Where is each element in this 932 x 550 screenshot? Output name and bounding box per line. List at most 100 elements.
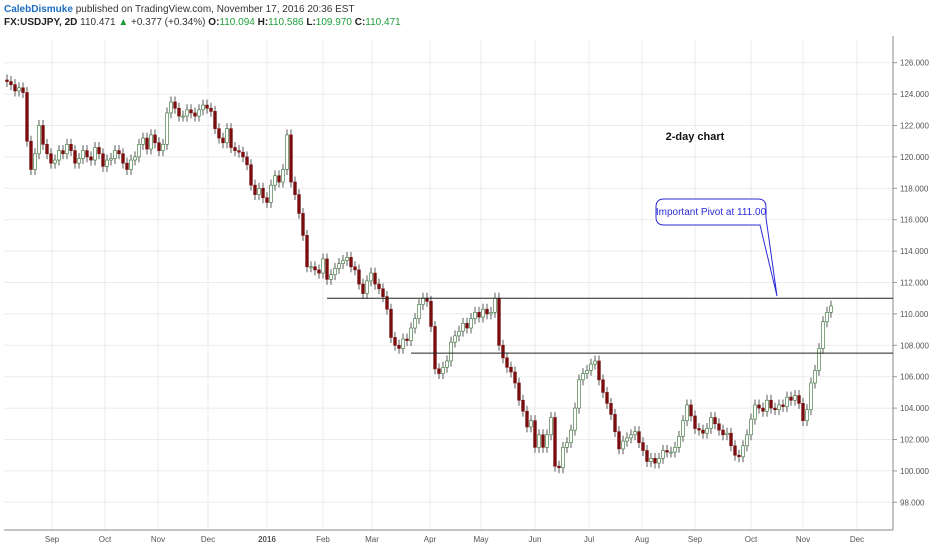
x-tick-label: Nov — [796, 535, 810, 544]
author-link[interactable]: CalebDismuke — [4, 4, 73, 15]
candle — [5, 79, 9, 82]
x-tick-label: Aug — [635, 535, 649, 544]
candle — [153, 134, 157, 144]
candle — [121, 153, 125, 164]
x-tick-label: Oct — [745, 535, 758, 544]
last-price: 110.471 — [80, 17, 116, 28]
candle — [273, 175, 277, 186]
candle — [701, 429, 705, 434]
candle — [801, 403, 805, 421]
high-value: 110.586 — [268, 17, 304, 28]
candle — [817, 348, 821, 371]
candle — [797, 395, 801, 404]
candle — [349, 257, 353, 268]
candle — [473, 312, 477, 319]
candle — [577, 379, 581, 409]
candle — [137, 144, 141, 158]
x-tick-label: Sep — [45, 535, 60, 544]
x-tick-label: Feb — [316, 535, 330, 544]
candle — [405, 338, 409, 341]
x-tick-label: Jul — [584, 535, 594, 544]
candle — [21, 87, 25, 93]
candle — [93, 147, 97, 161]
candle — [581, 373, 585, 381]
candle — [829, 305, 833, 313]
candle — [501, 344, 505, 359]
candle — [253, 184, 257, 195]
candle — [325, 258, 329, 280]
symbol-label[interactable]: FX:USDJPY, 2D — [4, 17, 78, 28]
candle — [37, 125, 41, 155]
y-tick-label: 114.000 — [900, 247, 929, 256]
candle — [69, 144, 73, 151]
candle — [685, 404, 689, 421]
candle — [749, 418, 753, 436]
x-tick-label: Sep — [688, 535, 703, 544]
candle — [509, 366, 513, 373]
candle — [385, 296, 389, 310]
candle — [333, 268, 337, 275]
candle — [169, 101, 173, 114]
candle — [369, 272, 373, 282]
candle — [361, 283, 365, 294]
change-arrow-icon: ▲ — [118, 17, 129, 28]
candle — [33, 153, 37, 170]
candle — [649, 458, 653, 462]
candle — [557, 465, 561, 469]
change-value: +0.377 (+0.34%) — [131, 17, 206, 28]
pivot-callout-box[interactable] — [655, 198, 778, 297]
candle — [133, 156, 137, 161]
candle — [725, 432, 729, 436]
candle — [109, 158, 113, 161]
candle — [393, 337, 397, 346]
candle — [713, 417, 717, 425]
candle — [65, 144, 69, 155]
candle — [721, 429, 725, 436]
candle — [653, 458, 657, 464]
candle — [353, 266, 357, 271]
candle — [213, 111, 217, 129]
candle — [401, 338, 405, 349]
candle — [61, 150, 65, 155]
candle — [673, 447, 677, 453]
candle — [321, 258, 325, 274]
candle — [665, 450, 669, 453]
candle — [709, 417, 713, 429]
candle — [689, 404, 693, 417]
candle — [205, 104, 209, 109]
y-tick-label: 102.000 — [900, 436, 929, 445]
published-text: published on TradingView.com, November 1… — [75, 4, 355, 15]
candle — [265, 197, 269, 203]
candle — [597, 360, 601, 381]
candle — [373, 272, 377, 285]
candle — [329, 274, 333, 280]
candle — [189, 109, 193, 114]
candle — [409, 327, 413, 341]
candle — [293, 181, 297, 195]
x-tick-label: Jun — [529, 535, 542, 544]
candle — [485, 308, 489, 315]
candle — [693, 415, 697, 429]
candle — [505, 357, 509, 368]
candle — [481, 308, 485, 318]
candle — [53, 159, 57, 164]
candle — [613, 414, 617, 432]
candle — [661, 450, 665, 459]
candle — [669, 451, 673, 454]
y-tick-label: 108.000 — [900, 341, 929, 350]
candle — [289, 134, 293, 183]
candle — [781, 404, 785, 407]
candle — [161, 144, 165, 151]
candle — [561, 447, 565, 469]
candle — [461, 323, 465, 332]
y-tick-label: 118.000 — [900, 184, 929, 193]
candle — [441, 366, 445, 374]
candle — [773, 407, 777, 410]
candle — [381, 288, 385, 297]
candle — [609, 403, 613, 415]
candle — [241, 151, 245, 158]
candle — [417, 304, 421, 319]
candle — [129, 159, 133, 170]
candle — [657, 458, 661, 464]
